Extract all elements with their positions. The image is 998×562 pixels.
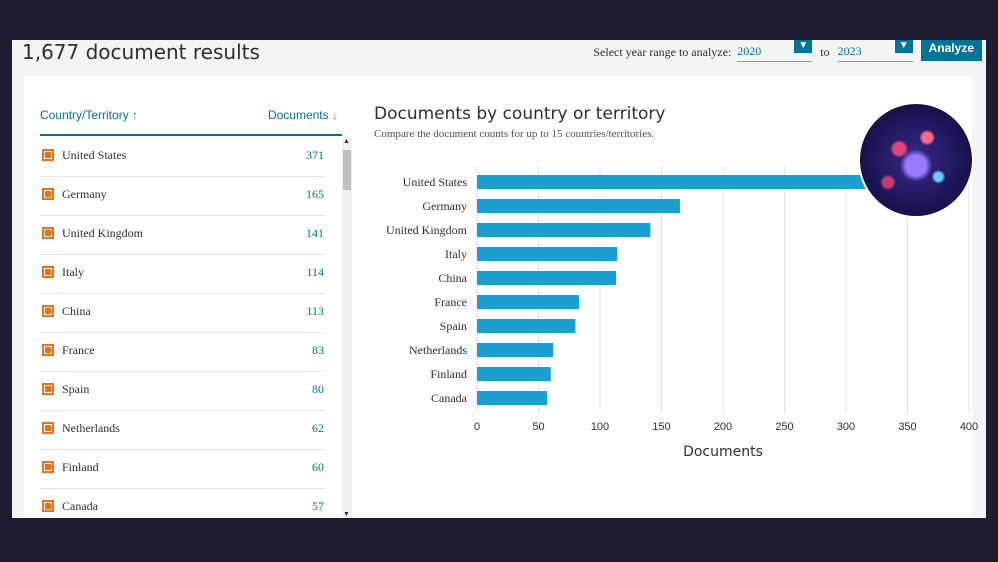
documents-column-header[interactable]: Documents ↓ <box>268 108 338 122</box>
checkbox-checked-icon[interactable] <box>42 227 54 239</box>
document-count[interactable]: 114 <box>306 265 324 279</box>
table-row[interactable]: France 83 <box>40 333 324 372</box>
year-range-bar: Select year range to analyze: 2020 ▼ to … <box>593 40 986 64</box>
y-category-label: United States <box>403 175 468 189</box>
year-to-value: 2023 <box>837 44 862 58</box>
checkbox-checked-icon[interactable] <box>42 422 54 434</box>
table-row[interactable]: Germany 165 <box>40 177 324 216</box>
bar <box>477 271 616 285</box>
results-title: 1,677 document results <box>22 40 260 64</box>
x-tick-label: 300 <box>837 421 855 433</box>
country-name: Italy <box>62 265 84 279</box>
country-name: United States <box>62 148 127 162</box>
country-name: France <box>62 343 95 357</box>
x-tick-label: 0 <box>474 421 480 433</box>
scroll-down-icon[interactable]: ▼ <box>343 511 350 518</box>
country-name: China <box>62 304 91 318</box>
checkbox-checked-icon[interactable] <box>42 344 54 356</box>
x-tick-label: 150 <box>652 421 670 433</box>
y-category-label: Germany <box>422 199 467 213</box>
x-axis-label: Documents <box>683 444 763 456</box>
presenter-avatar <box>858 102 974 218</box>
y-category-label: Spain <box>440 319 467 333</box>
scroll-thumb[interactable] <box>343 150 351 190</box>
x-tick-label: 50 <box>532 421 544 433</box>
bar <box>477 295 580 309</box>
checkbox-checked-icon[interactable] <box>42 188 54 200</box>
sort-up-icon: ↑ <box>132 108 139 122</box>
document-count[interactable]: 80 <box>312 382 324 396</box>
document-count[interactable]: 60 <box>312 460 324 474</box>
table-row[interactable]: Italy 114 <box>40 255 324 294</box>
checkbox-checked-icon[interactable] <box>42 383 54 395</box>
document-count[interactable]: 83 <box>312 343 324 357</box>
checkbox-checked-icon[interactable] <box>42 305 54 317</box>
to-label: to <box>820 44 830 59</box>
analyze-results-screen: 1,677 document results Select year range… <box>12 40 986 518</box>
year-from-select[interactable]: 2020 ▼ <box>737 40 813 62</box>
country-name: Finland <box>62 460 99 474</box>
y-category-label: Netherlands <box>409 343 467 357</box>
x-tick-label: 350 <box>898 421 916 433</box>
y-category-label: United Kingdom <box>386 223 468 237</box>
chart-title: Documents by country or territory <box>374 104 666 124</box>
checkbox-checked-icon[interactable] <box>42 266 54 278</box>
country-name: Spain <box>62 382 90 396</box>
table-row[interactable]: United States 371 <box>40 138 324 177</box>
bar <box>477 175 934 189</box>
table-row[interactable]: Netherlands 62 <box>40 411 324 450</box>
table-row[interactable]: Canada 57 <box>40 489 324 518</box>
country-name: Germany <box>62 187 107 201</box>
chevron-down-icon: ▼ <box>794 40 813 53</box>
country-list: United States 371 Germany 165 United Kingdom… <box>40 138 324 518</box>
y-category-label: France <box>434 295 467 309</box>
bar <box>477 223 651 237</box>
table-row[interactable]: Finland 60 <box>40 450 324 489</box>
country-name: Netherlands <box>62 421 120 435</box>
bar <box>477 367 551 381</box>
bar <box>477 391 548 405</box>
x-tick-label: 200 <box>714 421 732 433</box>
document-count[interactable]: 62 <box>312 421 324 435</box>
bar <box>477 199 680 213</box>
bar <box>477 319 576 333</box>
country-column-label: Country/Territory <box>40 108 129 122</box>
table-header: Country/Territory ↑ Documents ↓ <box>40 106 342 136</box>
y-category-label: China <box>438 271 467 285</box>
sort-down-icon: ↓ <box>332 108 338 122</box>
chevron-down-icon: ▼ <box>894 40 913 53</box>
country-name: United Kingdom <box>62 226 143 240</box>
x-tick-label: 250 <box>775 421 793 433</box>
table-row[interactable]: United Kingdom 141 <box>40 216 324 255</box>
document-count[interactable]: 165 <box>306 187 324 201</box>
checkbox-checked-icon[interactable] <box>42 461 54 473</box>
table-row[interactable]: Spain 80 <box>40 372 324 411</box>
document-count[interactable]: 371 <box>306 148 324 162</box>
table-row[interactable]: China 113 <box>40 294 324 333</box>
checkbox-checked-icon[interactable] <box>42 500 54 512</box>
scroll-up-icon[interactable]: ▲ <box>343 138 350 145</box>
document-count[interactable]: 57 <box>312 499 324 513</box>
y-category-label: Canada <box>431 391 468 405</box>
y-category-label: Finland <box>430 367 467 381</box>
x-tick-label: 400 <box>960 421 978 433</box>
chart-subtitle: Compare the document counts for up to 15… <box>374 128 655 140</box>
y-category-label: Italy <box>445 247 467 261</box>
country-name: Canada <box>62 499 98 513</box>
bar <box>477 247 618 261</box>
bar <box>477 343 554 357</box>
document-count[interactable]: 113 <box>306 304 324 318</box>
document-count[interactable]: 141 <box>306 226 324 240</box>
documents-bar-chart: 0 50 100 150 200 250 300 350 400 United States Ger… <box>386 166 978 456</box>
results-panel: Country/Territory ↑ Documents ↓ United S… <box>24 76 978 518</box>
list-scrollbar[interactable]: ▲ ▼ <box>342 138 352 518</box>
documents-column-label: Documents <box>267 108 329 122</box>
checkbox-checked-icon[interactable] <box>42 149 54 161</box>
year-to-select[interactable]: 2023 ▼ <box>837 40 913 62</box>
year-range-label: Select year range to analyze: <box>593 44 732 59</box>
x-tick-label: 100 <box>591 421 609 433</box>
country-column-header[interactable]: Country/Territory ↑ <box>40 108 138 122</box>
year-from-value: 2020 <box>737 44 762 58</box>
analyze-button[interactable]: Analyze <box>920 40 982 61</box>
